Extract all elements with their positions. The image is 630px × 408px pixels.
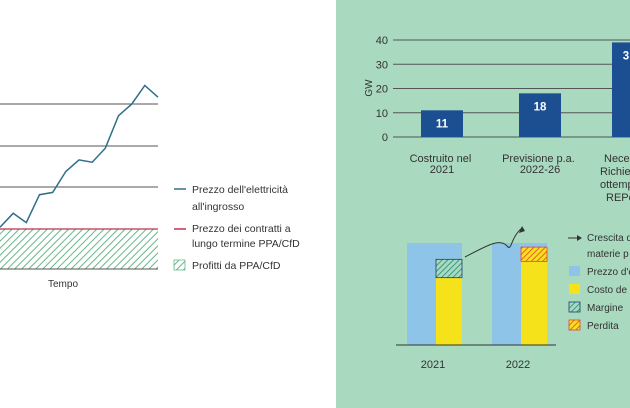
- bar-grid: 0 10 20 30 40: [376, 35, 630, 144]
- legend-label-profit: Profitti da PPA/CfD: [192, 260, 281, 272]
- bar-category-label: Nece Richiest ottemp REPo: [600, 153, 630, 204]
- growth-arrowhead: [519, 226, 525, 233]
- legend-swatch-loss: [568, 319, 581, 331]
- legend-label-growth: Crescita d materie p: [587, 233, 630, 260]
- bar-data-label: 11: [436, 118, 449, 130]
- bar-tick-label: 20: [376, 84, 388, 96]
- legend-label-ppa: Prezzo dei contratti a lungo termine PPA…: [192, 223, 300, 250]
- left-line-chart: Tempo Prezzo dell'elettricità all'ingros…: [0, 84, 300, 290]
- profit-area: [0, 229, 158, 269]
- bar-category-labels: Costruito nel 2021 Previsione p.a. 2022-…: [410, 153, 630, 204]
- bar-ylabel: GW: [364, 79, 375, 97]
- legend-swatch-price: [569, 266, 580, 276]
- legend-label-wholesale: Prezzo dell'elettricità all'ingrosso: [192, 184, 291, 213]
- legend-label-loss: Perdita: [587, 321, 619, 332]
- bar-tick-label: 0: [382, 132, 388, 144]
- stack-legend: Crescita d materie p Prezzo d'e Costo de…: [568, 233, 630, 332]
- legend-label-margin: Margine: [587, 303, 624, 314]
- left-xlabel: Tempo: [48, 279, 78, 290]
- stack-segment-cost: [521, 261, 547, 345]
- bar-tick-label: 40: [376, 35, 388, 47]
- left-legend: Prezzo dell'elettricità all'ingrosso Pre…: [173, 184, 300, 272]
- bar-chart: GW 0 10 20 30 40 11 18 3 Costruito nel 2021 Pr…: [364, 35, 630, 204]
- bar-data-label: 3: [623, 50, 629, 62]
- stack-series: [407, 243, 548, 345]
- bar-series: 11 18 3: [421, 42, 630, 137]
- bar-tick-label: 10: [376, 108, 388, 120]
- bar-category-label: Previsione p.a. 2022-26: [502, 153, 578, 176]
- bar-category-label: Costruito nel 2021: [410, 153, 475, 176]
- bar-tick-label: 30: [376, 59, 388, 71]
- wholesale-price-line: [0, 84, 159, 228]
- legend-swatch-profit: [173, 259, 186, 271]
- bar-data-label: 18: [534, 101, 547, 113]
- legend-swatch-margin: [568, 301, 581, 313]
- right-panel: [336, 0, 630, 408]
- stack-segment-cost: [436, 277, 462, 345]
- legend-label-cost: Costo de: [587, 285, 627, 296]
- bar: [612, 42, 630, 137]
- stack-segment-loss: [520, 246, 548, 262]
- bar: [421, 110, 463, 137]
- stack-category-label: 2022: [506, 359, 530, 371]
- stack-category-label: 2021: [421, 359, 445, 371]
- growth-arrow: [464, 227, 523, 258]
- stacked-bar-chart: 2021 2022 Crescita d materie p Prezzo d'…: [396, 226, 630, 371]
- stack-segment-margin: [435, 258, 463, 279]
- legend-arrowhead-icon: [577, 235, 582, 241]
- legend-swatch-cost: [569, 284, 580, 294]
- legend-label-price: Prezzo d'e: [587, 267, 630, 278]
- bar: [519, 93, 561, 137]
